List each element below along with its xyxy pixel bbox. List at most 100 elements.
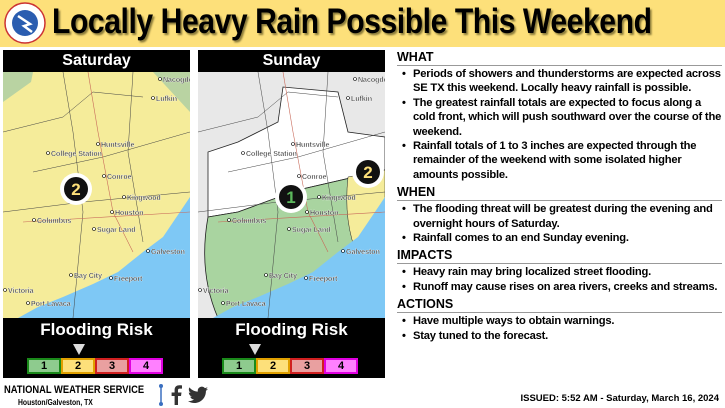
twitter-icon[interactable] (188, 386, 208, 404)
city-dot (46, 151, 50, 155)
section-list: Heavy rain may bring localized street fl… (397, 265, 722, 294)
city-dot (26, 301, 30, 305)
bullet-item: Have multiple ways to obtain warnings. (397, 314, 722, 329)
city-dot (317, 195, 321, 199)
city-dot (92, 227, 96, 231)
city-dot (221, 301, 225, 305)
city-label: Victoria (8, 288, 34, 295)
city-label: Victoria (203, 288, 229, 295)
city-label: Kingwood (322, 195, 356, 202)
city-label: College Station (51, 151, 102, 158)
risk-level-2: 2 (256, 358, 290, 374)
bullet-item: Rainfall comes to an end Sunday evening. (397, 231, 722, 246)
risk-pointer-icon (249, 344, 261, 355)
footer-location: Houston/Galveston, TX (18, 398, 93, 407)
section-heading-what: WHAT (397, 50, 722, 66)
risk-level-2: 2 (61, 358, 95, 374)
divider-icon (159, 384, 163, 406)
city-label: Columbus (37, 218, 71, 225)
section-list: Periods of showers and thunderstorms are… (397, 67, 722, 182)
risk-badge-value: 2 (71, 180, 80, 199)
section-list: Have multiple ways to obtain warnings.St… (397, 314, 722, 343)
nws-logo (4, 2, 46, 44)
city-dot (109, 276, 113, 280)
highways (217, 72, 385, 253)
risk-badge (279, 185, 303, 209)
city-dot (110, 210, 114, 214)
city-label: Conroe (107, 174, 132, 181)
city-label: Bay City (74, 273, 102, 280)
city-label: Nacogdoches (358, 77, 385, 84)
city-dot (304, 276, 308, 280)
city-dot (291, 142, 295, 146)
saturday-risk-map: Nacogdoches Lufkin Huntsville College Stati… (3, 72, 190, 318)
city-dot (102, 174, 106, 178)
city-dot (264, 273, 268, 277)
city-dot (69, 273, 73, 277)
bullet-item: Runoff may cause rises on area rivers, c… (397, 280, 722, 295)
bullet-item: Stay tuned to the forecast. (397, 329, 722, 344)
city-label: College Station (246, 151, 297, 158)
bullet-item: The flooding threat will be greatest dur… (397, 202, 722, 231)
city-label: Sugar Land (292, 227, 331, 234)
flooding-risk-label: Flooding Risk (40, 320, 153, 339)
city-label: Houston (310, 210, 338, 217)
risk-level-4: 4 (324, 358, 358, 374)
section-heading-when: WHEN (397, 185, 722, 202)
city-label: Conroe (302, 174, 327, 181)
city-label: Columbus (232, 218, 266, 225)
issued-timestamp: ISSUED: 5:52 AM - Saturday, March 16, 20… (520, 393, 719, 404)
sunday-risk-map: Nacogdoches Lufkin Huntsville College Stati… (198, 72, 385, 318)
risk-level-1: 1 (222, 358, 256, 374)
header-banner: Locally Heavy Rain Possible This Weekend (0, 0, 725, 47)
day-label: Sunday (262, 52, 321, 69)
city-label: Sugar Land (97, 227, 136, 234)
city-dot (227, 218, 231, 222)
risk-scale: 1 2 3 4 (222, 358, 358, 374)
sunday-panel: Sunday Nacogdoches Lufkin Huntsville Colleg… (198, 50, 385, 378)
city-dot (151, 96, 155, 100)
footer-office: NATIONAL WEATHER SERVICE (4, 384, 145, 396)
city-label: Freeport (114, 276, 143, 283)
risk-badge (356, 160, 380, 184)
risk-level-3: 3 (290, 358, 324, 374)
city-dot (32, 218, 36, 222)
bullet-item: Heavy rain may bring localized street fl… (397, 265, 722, 280)
page-title: Locally Heavy Rain Possible This Weekend (52, 2, 652, 41)
risk-scale: 1 2 3 4 (27, 358, 163, 374)
city-label: Galveston (346, 249, 380, 256)
city-label: Lufkin (156, 96, 177, 103)
saturday-panel: Saturday Nacogdoches Lufkin Huntsville Coll… (3, 50, 190, 378)
city-dot (3, 288, 7, 292)
risk-badge (64, 177, 88, 201)
bullet-item: Periods of showers and thunderstorms are… (397, 67, 722, 96)
city-label: Kingwood (127, 195, 161, 202)
social-links (158, 383, 208, 407)
risk-level-4: 4 (129, 358, 163, 374)
city-dot (305, 210, 309, 214)
gulf-water (18, 197, 190, 318)
city-dot (341, 249, 345, 253)
city-label: Port Lavaca (226, 301, 266, 308)
city-label: Houston (115, 210, 143, 217)
city-dot (241, 151, 245, 155)
city-label: Bay City (269, 273, 297, 280)
bullet-item: Rainfall totals of 1 to 3 inches are exp… (397, 139, 722, 182)
city-label: Port Lavaca (31, 301, 71, 308)
risk-pointer-icon (73, 344, 85, 355)
bullet-item: The greatest rainfall totals are expecte… (397, 96, 722, 139)
city-label: Freeport (309, 276, 338, 283)
facebook-icon[interactable] (170, 385, 182, 405)
highways (22, 72, 190, 253)
city-dot (353, 77, 357, 81)
city-label: Lufkin (351, 96, 372, 103)
section-list: The flooding threat will be greatest dur… (397, 202, 722, 246)
city-dot (346, 96, 350, 100)
city-dot (158, 77, 162, 81)
city-label: Nacogdoches (163, 77, 190, 84)
day-label: Saturday (62, 52, 131, 69)
flooding-risk-label: Flooding Risk (235, 320, 348, 339)
city-dot (297, 174, 301, 178)
risk-badge-value: 1 (286, 188, 295, 207)
city-dot (198, 288, 202, 292)
